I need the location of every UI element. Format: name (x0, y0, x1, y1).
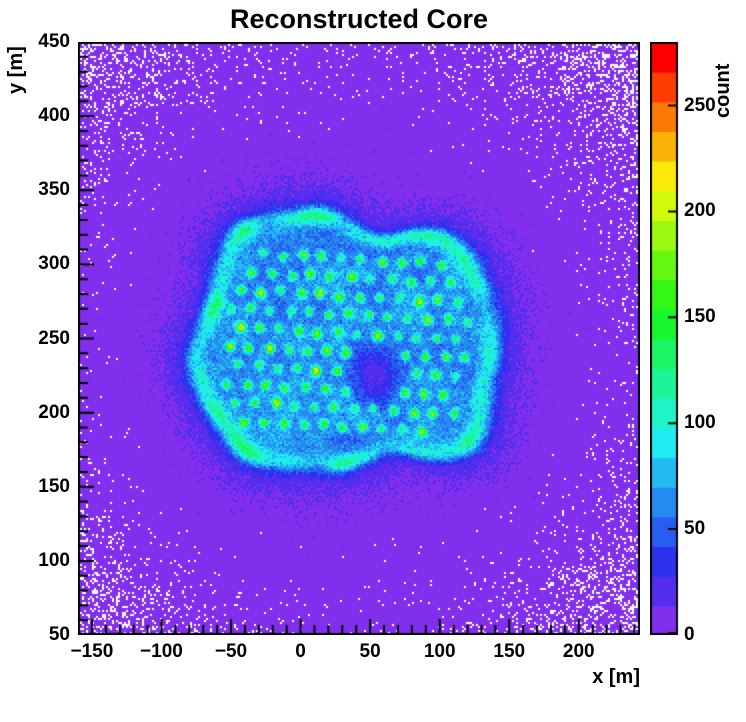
x-tick-label: −100 (140, 641, 183, 662)
plot-title: Reconstructed Core (229, 4, 489, 34)
x-tick-label: 150 (493, 641, 526, 662)
y-tick-label: 150 (38, 475, 70, 497)
x-tick-label: 0 (295, 641, 306, 662)
x-tick-label: 200 (562, 641, 595, 662)
y-tick-label: 200 (38, 401, 70, 423)
y-tick-label: 100 (38, 549, 70, 571)
heatmap-canvas (78, 42, 640, 635)
z-tick-label: 50 (684, 518, 706, 540)
y-tick-label: 300 (38, 253, 70, 275)
y-tick-label: 250 (38, 327, 70, 349)
x-axis-title: x [m] (592, 666, 640, 688)
y-tick-label: 50 (48, 624, 70, 645)
x-tick-label: 100 (423, 641, 456, 662)
colorbar-canvas (650, 42, 684, 635)
z-tick-label: 0 (684, 624, 695, 645)
x-tick-label: 50 (359, 641, 381, 662)
z-tick-label: 150 (684, 306, 716, 328)
z-tick-label: 250 (684, 94, 716, 116)
z-tick-label: 100 (684, 412, 716, 434)
y-tick-label: 350 (38, 179, 70, 201)
x-tick-label: −150 (70, 641, 114, 662)
y-tick-label: 400 (38, 105, 70, 127)
x-tick-label: −50 (214, 641, 248, 662)
y-tick-label: 450 (38, 31, 70, 52)
z-tick-label: 200 (684, 200, 716, 222)
